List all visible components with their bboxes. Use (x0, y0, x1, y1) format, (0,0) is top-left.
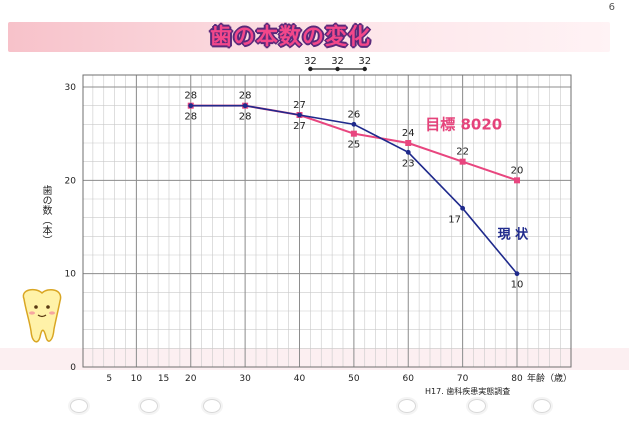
binder-hole (70, 399, 88, 413)
data-label-target: 22 (456, 147, 469, 158)
data-point-target (350, 130, 357, 137)
x-tick-label: 15 (158, 374, 169, 384)
series-layer (187, 102, 520, 277)
data-point-current (514, 271, 520, 277)
x-tick-label: 50 (348, 374, 360, 384)
x-tick-label: 30 (239, 374, 251, 384)
binder-hole (398, 399, 416, 413)
x-tick-label: 20 (185, 374, 197, 384)
x-tick-label: 80 (511, 374, 523, 384)
x-tick-label: 10 (131, 374, 143, 384)
data-label-current: 27 (293, 121, 306, 132)
y-tick-label: 10 (65, 270, 77, 280)
y-axis-label: 歯の数（本） (40, 185, 51, 245)
reference-point (308, 66, 313, 72)
data-label-target: 28 (239, 91, 252, 102)
binder-hole (468, 399, 486, 413)
binder-hole (203, 399, 221, 413)
data-point-target (405, 140, 412, 146)
data-point-target (514, 177, 520, 184)
series-label-current: 現 状 (498, 226, 530, 242)
binder-hole (533, 399, 551, 413)
reference-point (335, 66, 340, 72)
data-point-current (188, 103, 194, 109)
data-label-current: 17 (448, 214, 461, 225)
y-tick-label: 20 (65, 176, 77, 186)
data-label-current: 10 (511, 280, 524, 291)
reference-label: 32 (358, 56, 371, 67)
data-label-target: 20 (511, 165, 524, 176)
data-point-current (405, 149, 411, 155)
data-label-target: 28 (184, 91, 197, 102)
data-label-target: 27 (293, 100, 306, 111)
bottom-tint-band (0, 348, 629, 370)
data-point-current (460, 205, 466, 211)
data-label-current: 28 (239, 112, 252, 123)
series-label-target: 目標 8020 (425, 115, 502, 133)
page-number: 6 (608, 2, 615, 13)
axis-layer: 5 10 15 20 30 40 50 60 70 80 0 10 20 30 (65, 83, 523, 384)
y-tick-label: 30 (65, 83, 77, 93)
x-tick-label: 40 (294, 374, 306, 384)
tooth-mascot-icon (22, 288, 62, 343)
data-label-target: 25 (348, 140, 361, 151)
title-band (8, 22, 610, 52)
data-label-current: 28 (184, 112, 197, 123)
data-label-current: 26 (348, 109, 361, 120)
chart-title: 歯の本数の変化 (210, 25, 372, 50)
x-tick-label: 60 (403, 374, 415, 384)
data-point-current (351, 121, 357, 127)
reference-label: 32 (331, 56, 344, 67)
x-tick-label: 70 (457, 374, 469, 384)
data-point-current (242, 103, 248, 109)
data-label-target: 24 (402, 128, 415, 139)
x-axis-unit-label: 年齢（歳） (527, 372, 572, 384)
reference-marks: 32 32 32 (304, 56, 371, 72)
data-point-target (459, 158, 466, 165)
y-tick-label: 0 (70, 363, 76, 373)
data-label-current: 23 (402, 158, 415, 169)
data-point-current (297, 112, 302, 118)
reference-point (362, 66, 367, 72)
grid-layer (82, 74, 572, 368)
reference-label: 32 (304, 56, 317, 67)
binder-hole (140, 399, 158, 413)
label-layer: 28 28 28 28 27 27 25 26 24 23 22 17 20 10 (184, 91, 523, 291)
plot-frame (82, 74, 572, 368)
x-tick-label: 5 (106, 374, 112, 384)
source-note: H17. 歯科疾患実態調査 (425, 387, 511, 396)
